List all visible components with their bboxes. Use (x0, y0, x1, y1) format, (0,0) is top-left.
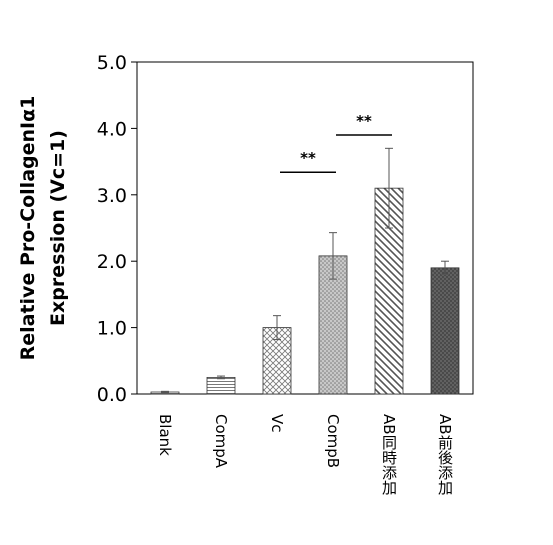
y-tick-label: 5.0 (97, 52, 127, 74)
bar (430, 267, 460, 395)
x-axis: Blank CompA Vc CompB AB同時添加 AB前後添加 (156, 414, 454, 496)
y-axis-title: Relative Pro-CollagenⅠα1 (17, 96, 39, 361)
y-axis: 0.0 1.0 2.0 3.0 4.0 5.0 (97, 52, 137, 406)
y-tick-label: 4.0 (97, 118, 127, 140)
x-tick-label: Vc (268, 414, 286, 433)
significance-label: ** (356, 112, 372, 130)
y-tick-label: 1.0 (97, 318, 127, 340)
plot-frame (136, 61, 474, 395)
y-tick-label: 0.0 (97, 384, 127, 406)
significance-label: ** (300, 149, 316, 167)
significance-group: ** ** (280, 112, 392, 173)
x-tick-label: Blank (156, 414, 174, 456)
x-tick-label: AB同時添加 (380, 414, 398, 496)
y-tick-label: 3.0 (97, 185, 127, 207)
x-tick-label: AB前後添加 (436, 414, 454, 496)
y-tick-label: 2.0 (97, 251, 127, 273)
bars-group (150, 187, 460, 395)
y-axis-title-line2: Expression (Vc=1) (47, 130, 69, 326)
bar (206, 376, 236, 395)
x-tick-label: CompB (324, 414, 342, 468)
error-bars-group (161, 147, 449, 394)
x-tick-label: CompA (212, 414, 230, 469)
